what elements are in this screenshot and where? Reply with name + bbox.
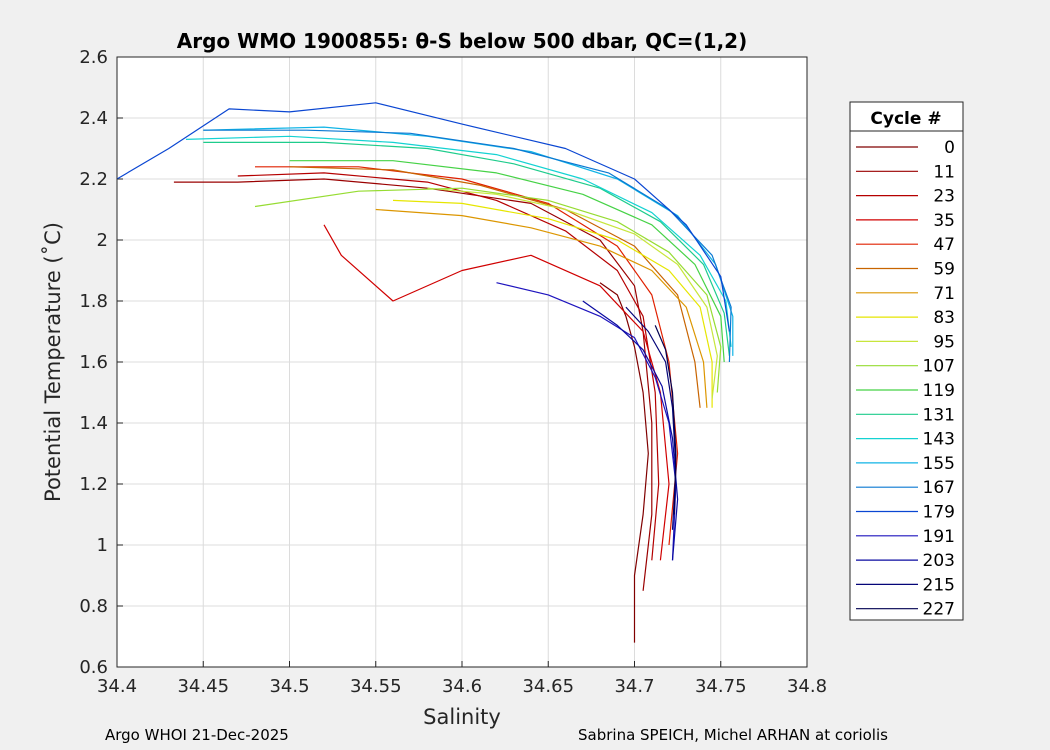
- legend-box: [849, 101, 964, 621]
- y-tick-label: 1.8: [79, 291, 108, 312]
- y-tick-label: 1.2: [79, 474, 108, 495]
- legend-label: 35: [933, 211, 955, 231]
- series-line-cycle-155: [203, 126, 734, 356]
- series-line-cycle-0: [599, 282, 649, 643]
- y-tick-label: 2: [97, 230, 108, 251]
- legend-label: 179: [923, 503, 955, 523]
- series-line-cycle-119: [289, 160, 725, 363]
- y-tick-label: 0.6: [79, 657, 108, 678]
- legend-title: Cycle #: [870, 109, 941, 129]
- y-tick-label: 1.6: [79, 352, 108, 373]
- y-axis-label: Potential Temperature (˚C): [41, 222, 65, 502]
- x-tick-label: 34.45: [177, 676, 229, 697]
- legend: Cycle # 0 11 23 35 47 59 71 83 95 107 119 131 143 155…: [849, 101, 964, 621]
- x-tick-label: 34.65: [522, 676, 574, 697]
- legend-label: 131: [923, 405, 955, 425]
- legend-items: 0 11 23 35 47 59 71 83 95 107 119 131 143 155 167 179 19…: [856, 138, 955, 620]
- series-line-cycle-95: [427, 187, 718, 399]
- legend-label: 23: [933, 187, 955, 207]
- series-line-cycle-59: [289, 166, 701, 408]
- y-tick-label: 1.4: [79, 413, 108, 434]
- series-line-cycle-107: [254, 187, 722, 393]
- x-tick-labels: 34.4 34.45 34.5 34.55 34.6 34.65 34.7 34.75 34.8: [97, 676, 827, 697]
- y-tick-label: 1: [97, 535, 108, 556]
- x-tick-label: 34.6: [442, 676, 482, 697]
- legend-label: 11: [933, 162, 955, 182]
- series-line-cycle-23: [237, 172, 660, 561]
- y-tick-label: 2.4: [79, 108, 108, 129]
- series-line-cycle-83: [392, 199, 713, 408]
- y-tick-labels: 0.6 0.8 1 1.2 1.4 1.6 1.8 2 2.2 2.4 2.6: [79, 47, 108, 678]
- chart-title: Argo WMO 1900855: θ-S below 500 dbar, QC…: [177, 29, 747, 53]
- legend-label: 47: [933, 235, 955, 255]
- legend-label: 71: [933, 284, 955, 304]
- series-line-cycle-167: [203, 129, 732, 363]
- legend-label: 155: [923, 454, 955, 474]
- x-tick-label: 34.75: [695, 676, 747, 697]
- x-tick-label: 34.5: [269, 676, 309, 697]
- series-line-cycle-35: [323, 224, 670, 561]
- series-line-cycle-203: [582, 300, 679, 561]
- legend-label: 119: [923, 381, 955, 401]
- y-tick-label: 2.6: [79, 47, 108, 68]
- series-line-cycle-143: [185, 135, 732, 347]
- series-line-cycle-131: [203, 141, 730, 356]
- series-line-cycle-11: [173, 178, 653, 591]
- series-line-cycle-227: [654, 325, 677, 515]
- legend-label: 203: [923, 551, 955, 571]
- footer-right-credit: Sabrina SPEICH, Michel ARHAN at coriolis: [578, 726, 888, 744]
- legend-label: 143: [923, 430, 955, 450]
- series-line-cycle-179: [116, 102, 730, 332]
- axes-box: [116, 56, 808, 668]
- x-tick-label: 34.7: [614, 676, 654, 697]
- y-tick-label: 2.2: [79, 169, 108, 190]
- legend-label: 0: [944, 138, 955, 158]
- x-tick-label: 34.4: [97, 676, 137, 697]
- x-axis-label: Salinity: [423, 705, 501, 729]
- legend-label: 215: [923, 575, 955, 595]
- legend-label: 227: [923, 600, 955, 620]
- legend-label: 95: [933, 332, 955, 352]
- y-tick-label: 0.8: [79, 596, 108, 617]
- legend-label: 59: [933, 260, 955, 280]
- legend-label: 191: [923, 527, 955, 547]
- series-line-cycle-71: [375, 208, 708, 408]
- x-tick-label: 34.8: [787, 676, 827, 697]
- legend-label: 107: [923, 357, 955, 377]
- series-layer: [116, 102, 734, 643]
- x-tick-label: 34.55: [350, 676, 402, 697]
- legend-label: 83: [933, 308, 955, 328]
- footer-left-credit: Argo WHOI 21-Dec-2025: [105, 726, 289, 744]
- legend-label: 167: [923, 478, 955, 498]
